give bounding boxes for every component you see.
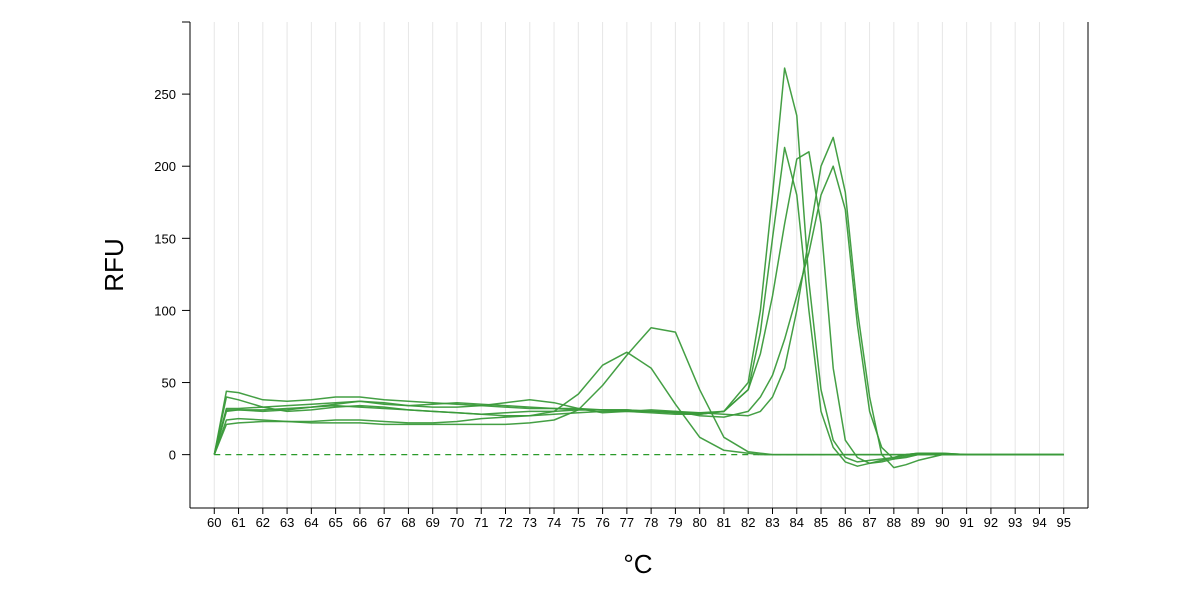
x-axis-title: °C — [623, 549, 652, 579]
x-tick-label: 67 — [377, 515, 391, 530]
y-tick-label: 50 — [162, 376, 176, 391]
x-tick-label: 82 — [741, 515, 755, 530]
x-tick-label: 93 — [1008, 515, 1022, 530]
x-tick-label: 84 — [790, 515, 804, 530]
x-tick-label: 63 — [280, 515, 294, 530]
x-tick-label: 94 — [1032, 515, 1046, 530]
x-tick-label: 91 — [959, 515, 973, 530]
x-tick-label: 68 — [401, 515, 415, 530]
x-tick-label: 83 — [765, 515, 779, 530]
x-tick-label: 71 — [474, 515, 488, 530]
series-line-4 — [213, 136, 1064, 469]
series-lines — [213, 67, 1064, 469]
x-tick-label: 72 — [498, 515, 512, 530]
x-tick-label: 66 — [353, 515, 367, 530]
x-tick-label: 80 — [692, 515, 706, 530]
x-tick-label: 88 — [887, 515, 901, 530]
x-tick-label: 90 — [935, 515, 949, 530]
x-tick-label: 95 — [1056, 515, 1070, 530]
x-tick-label: 86 — [838, 515, 852, 530]
y-tick-label: 0 — [169, 448, 176, 463]
series-line-7 — [213, 165, 1064, 460]
y-tick-label: 250 — [154, 87, 176, 102]
x-tick-label: 76 — [595, 515, 609, 530]
x-tick-label: 61 — [231, 515, 245, 530]
series-line-1 — [213, 146, 1064, 467]
x-tick-label: 85 — [814, 515, 828, 530]
x-tick-label: 77 — [620, 515, 634, 530]
series-line-3 — [213, 151, 1064, 465]
x-tick-label: 62 — [256, 515, 270, 530]
y-tick-label: 200 — [154, 159, 176, 174]
x-tick-label: 70 — [450, 515, 464, 530]
x-tick-label: 81 — [717, 515, 731, 530]
x-tick-label: 92 — [984, 515, 998, 530]
x-tick-label: 89 — [911, 515, 925, 530]
x-tick-label: 60 — [207, 515, 221, 530]
x-tick-label: 73 — [523, 515, 537, 530]
x-tick-label: 78 — [644, 515, 658, 530]
x-tick-label: 87 — [862, 515, 876, 530]
y-tick-label: 100 — [154, 303, 176, 318]
x-tick-label: 69 — [425, 515, 439, 530]
x-tick-label: 64 — [304, 515, 318, 530]
axes — [189, 22, 1089, 509]
x-tick-label: 65 — [328, 515, 342, 530]
series-line-6 — [213, 326, 1064, 456]
y-axis-title: RFU — [99, 238, 129, 291]
vertical-gridlines — [213, 22, 1065, 508]
x-tick-label: 75 — [571, 515, 585, 530]
y-ticks: 0 50 100 150 200 250 — [154, 21, 190, 463]
y-tick-label: 150 — [154, 231, 176, 246]
x-tick-label: 79 — [668, 515, 682, 530]
x-tick-label: 74 — [547, 515, 561, 530]
x-ticks: 60 61 62 63 64 65 66 67 68 69 70 71 72 73 74 75 76 77 78 79… — [207, 508, 1071, 530]
